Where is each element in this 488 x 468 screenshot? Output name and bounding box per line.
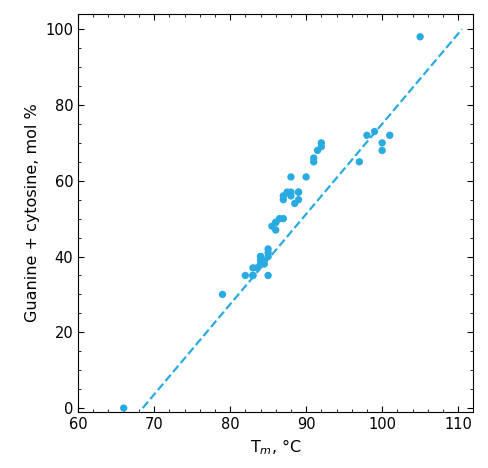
- Point: [287, 188, 295, 196]
- Point: [280, 196, 287, 204]
- Point: [249, 272, 257, 279]
- Point: [280, 215, 287, 222]
- Point: [272, 219, 280, 226]
- Point: [291, 200, 299, 207]
- Point: [302, 173, 310, 181]
- Point: [283, 188, 291, 196]
- Point: [261, 260, 268, 268]
- Point: [287, 192, 295, 200]
- Point: [317, 143, 325, 150]
- Point: [310, 158, 318, 166]
- Point: [219, 291, 226, 298]
- Point: [355, 158, 363, 166]
- Y-axis label: Guanine + cytosine, mol %: Guanine + cytosine, mol %: [25, 103, 40, 322]
- Point: [257, 256, 264, 264]
- Point: [272, 226, 280, 234]
- Point: [264, 245, 272, 253]
- Point: [378, 146, 386, 154]
- Point: [264, 272, 272, 279]
- Point: [371, 128, 379, 135]
- Point: [249, 272, 257, 279]
- Point: [378, 139, 386, 146]
- Point: [257, 260, 264, 268]
- Point: [261, 256, 268, 264]
- Point: [314, 146, 322, 154]
- Point: [264, 253, 272, 260]
- Point: [268, 222, 276, 230]
- Point: [120, 404, 127, 412]
- Point: [272, 219, 280, 226]
- Point: [416, 33, 424, 41]
- Point: [363, 132, 371, 139]
- Point: [295, 196, 303, 204]
- Point: [280, 192, 287, 200]
- Point: [276, 215, 284, 222]
- Point: [310, 154, 318, 162]
- X-axis label: T$_m$, °C: T$_m$, °C: [250, 437, 302, 457]
- Point: [257, 253, 264, 260]
- Point: [242, 272, 249, 279]
- Point: [264, 249, 272, 256]
- Point: [295, 188, 303, 196]
- Point: [253, 264, 261, 271]
- Point: [295, 188, 303, 196]
- Point: [386, 132, 394, 139]
- Point: [257, 253, 264, 260]
- Point: [317, 139, 325, 146]
- Point: [249, 264, 257, 271]
- Point: [287, 173, 295, 181]
